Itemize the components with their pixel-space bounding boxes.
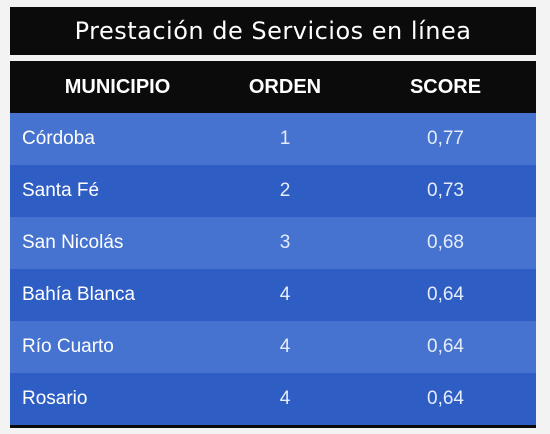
cell-orden: 4 [279,284,291,305]
table-header: MUNICIPIO ORDEN SCORE [10,61,536,113]
cell-orden: 4 [279,388,291,409]
cell-score: 0,64 [427,336,464,357]
cell-municipio: San Nicolás [22,232,124,253]
title-text: Prestación de Servicios en línea [74,17,472,45]
cell-municipio: Río Cuarto [22,336,114,357]
table-row: Córdoba 1 0,77 [10,113,536,165]
cell-municipio: Santa Fé [22,180,100,201]
cell-orden: 1 [279,128,291,149]
header-orden: ORDEN [248,75,322,98]
cell-orden: 2 [279,180,291,201]
cell-score: 0,77 [427,128,464,149]
table-row: Santa Fé 2 0,73 [10,165,536,217]
cell-municipio: Rosario [22,388,88,409]
cell-score: 0,64 [427,388,464,409]
cell-score: 0,68 [427,232,464,253]
cell-orden: 3 [279,232,291,253]
cell-score: 0,64 [427,284,464,305]
cell-municipio: Bahía Blanca [22,284,136,305]
table-row: Bahía Blanca 4 0,64 [10,269,536,321]
header-municipio: MUNICIPIO [64,75,171,98]
table-row: Rosario 4 0,64 [10,373,536,425]
table-row: Río Cuarto 4 0,64 [10,321,536,373]
cell-municipio: Córdoba [22,128,95,149]
table-row: San Nicolás 3 0,68 [10,217,536,269]
ranking-table: MUNICIPIO ORDEN SCORE Córdoba 1 0,77 San… [10,61,536,428]
cell-score: 0,73 [427,180,464,201]
cell-orden: 4 [279,336,291,357]
page-title: Prestación de Servicios en línea [10,7,536,55]
header-score: SCORE [409,75,482,98]
table-bottom-border [10,425,536,428]
